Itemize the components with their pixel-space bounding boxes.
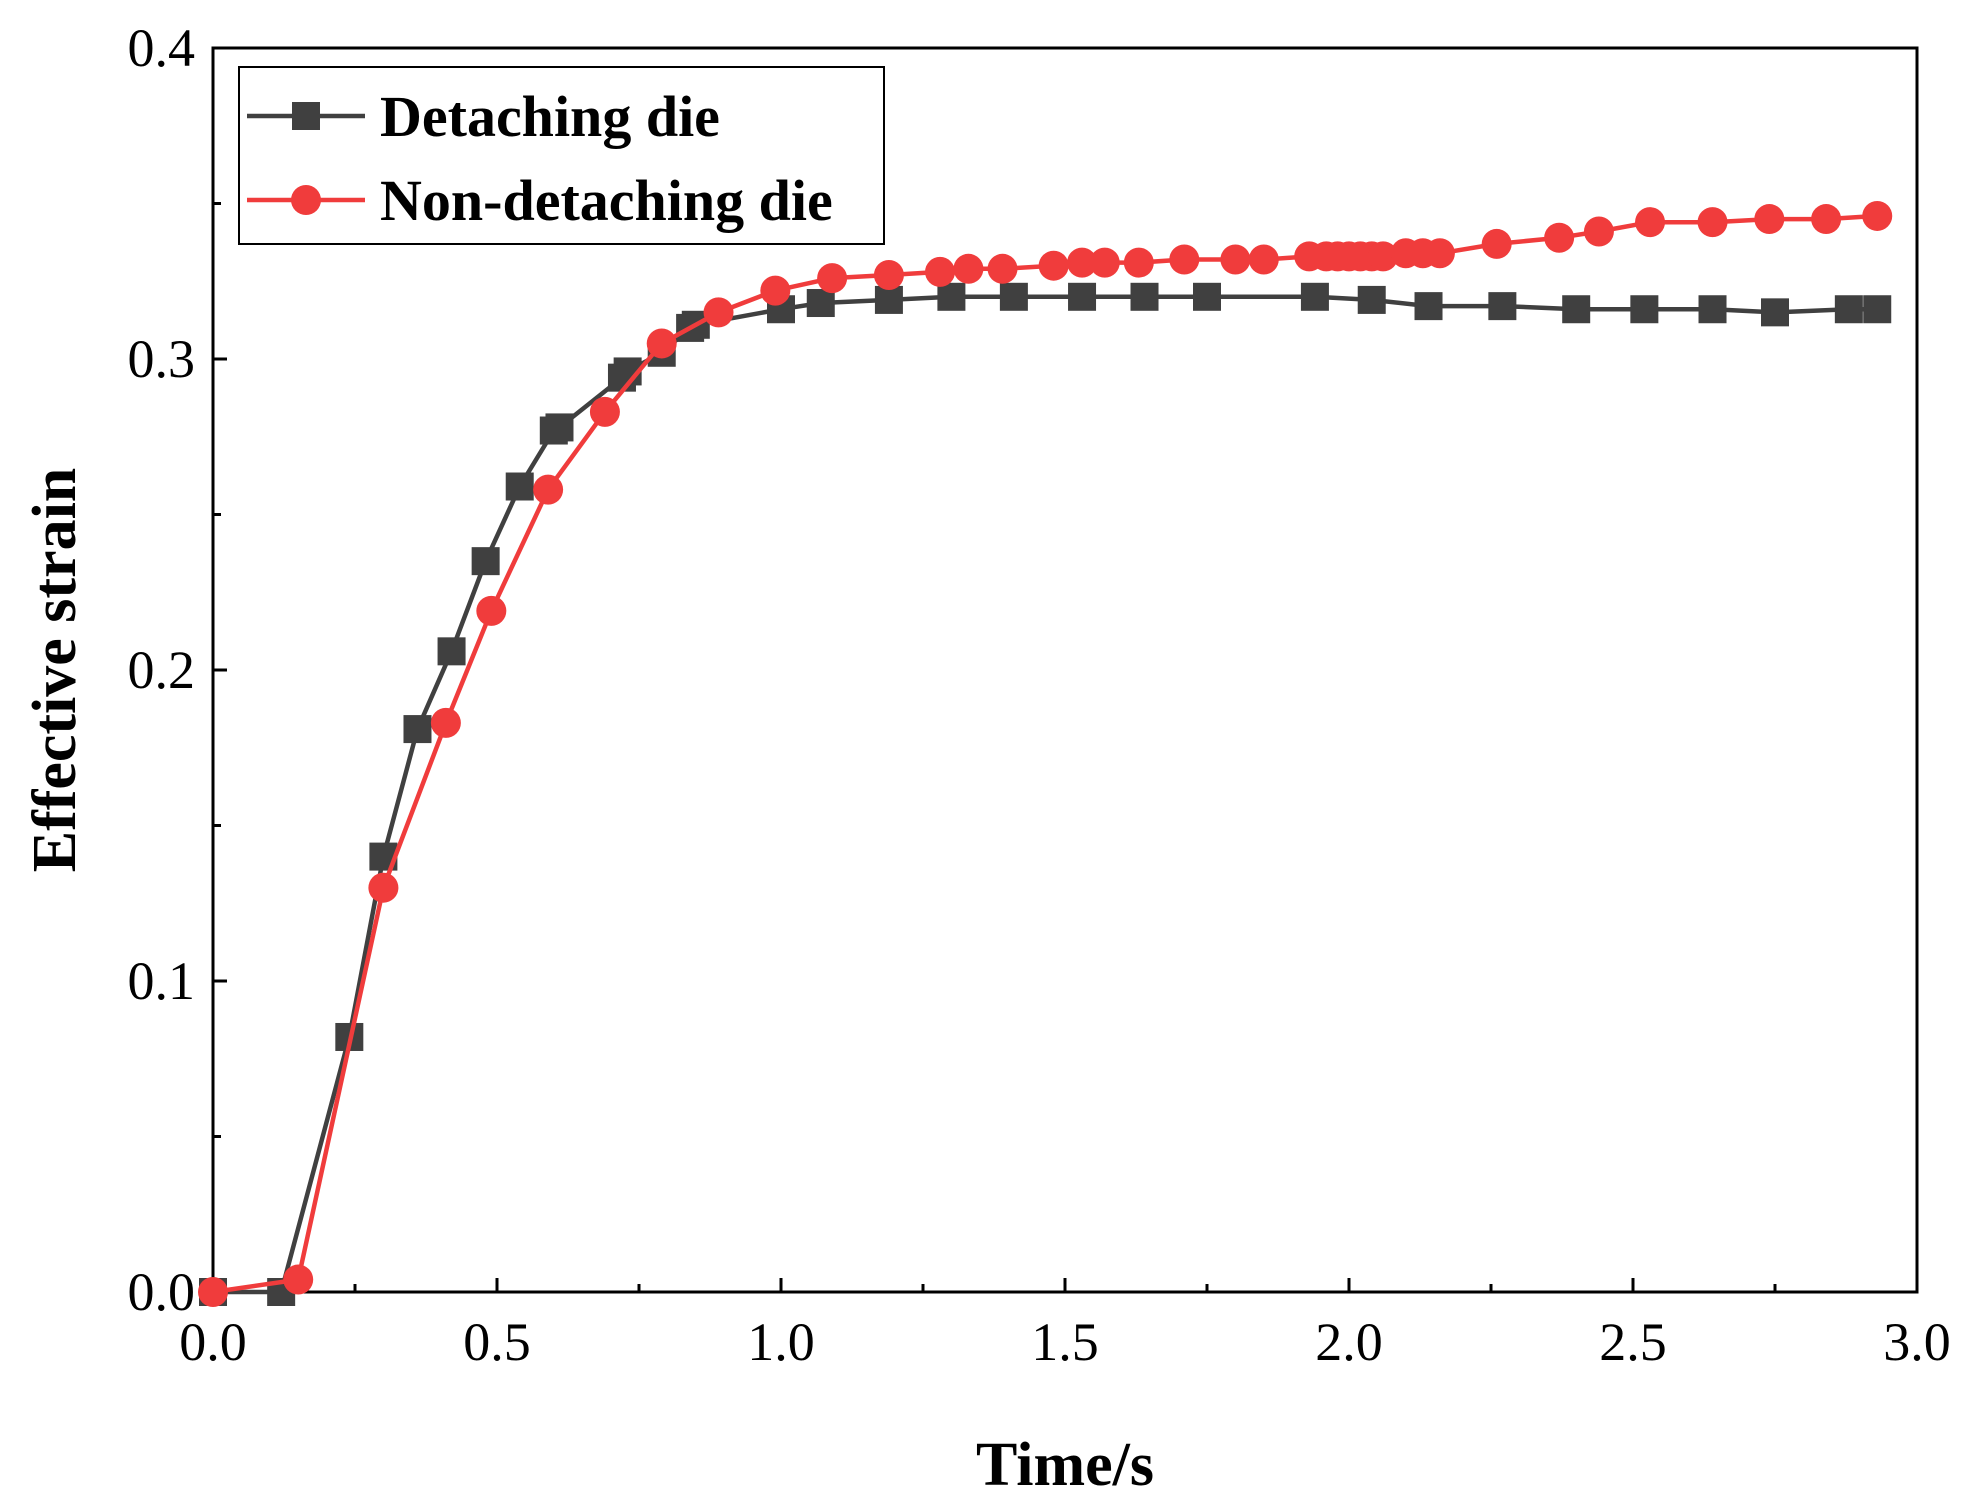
data-point <box>1862 200 1893 231</box>
data-point <box>703 297 734 328</box>
data-point <box>1834 295 1863 324</box>
data-point <box>1544 222 1575 253</box>
data-point <box>471 547 500 576</box>
legend-item: Non-detaching die <box>247 168 833 233</box>
data-point <box>1635 207 1666 238</box>
x-tick-label: 1.5 <box>1031 1312 1099 1372</box>
data-point <box>1863 295 1892 324</box>
y-tick-label: 0.1 <box>128 951 196 1011</box>
data-point <box>1424 238 1455 269</box>
data-point <box>1300 282 1329 311</box>
data-point <box>1761 298 1789 327</box>
data-point <box>760 275 791 306</box>
x-tick-label: 3.0 <box>1883 1312 1951 1372</box>
data-point <box>1754 204 1785 235</box>
data-point <box>533 474 564 505</box>
x-tick-label: 2.0 <box>1315 1312 1383 1372</box>
series-line <box>213 294 1878 1295</box>
data-point <box>1488 292 1517 321</box>
data-point <box>1220 244 1251 275</box>
legend-marker <box>291 185 321 215</box>
y-tick-label: 0.4 <box>128 18 196 78</box>
data-point <box>806 289 835 318</box>
data-point <box>1123 247 1154 278</box>
data-point <box>999 282 1028 311</box>
data-point <box>1368 241 1399 272</box>
data-point <box>1698 295 1727 324</box>
legend-marker <box>292 102 320 130</box>
legend-box <box>238 66 885 245</box>
data-point <box>1481 228 1512 259</box>
x-tick-label: 1.0 <box>747 1312 815 1372</box>
legend: Detaching die Non-detaching die <box>238 66 885 245</box>
data-point <box>1630 295 1659 324</box>
plot-series <box>198 200 1893 1307</box>
series-line <box>212 213 1878 1295</box>
data-point <box>545 413 574 442</box>
legend-label: Non-detaching die <box>380 168 833 233</box>
data-point <box>1038 250 1069 281</box>
data-point <box>1357 285 1386 314</box>
data-point <box>1068 282 1097 311</box>
data-point <box>1248 244 1279 275</box>
series-detaching-die <box>199 282 1892 1306</box>
x-axis-title: Time/s <box>976 1431 1154 1499</box>
data-point <box>1067 247 1098 278</box>
legend-label: Detaching die <box>380 84 720 149</box>
legend-item: Detaching die <box>247 84 720 149</box>
data-point <box>817 263 848 294</box>
data-point <box>476 595 507 626</box>
data-point <box>1130 282 1159 311</box>
series-non-detaching-die <box>198 200 1893 1307</box>
x-tick-label: 0.0 <box>179 1312 247 1372</box>
data-point <box>198 1277 228 1307</box>
x-tick-label: 0.5 <box>463 1312 531 1372</box>
data-point <box>1562 295 1591 324</box>
data-point <box>1697 207 1728 238</box>
data-point <box>437 637 466 666</box>
y-tick-label: 0.3 <box>128 329 196 389</box>
axes: 0.0 0.5 1.0 1.5 2.0 2.5 3.0 0.0 0.1 0.2 0.3 0.4 <box>128 18 1951 1372</box>
data-point <box>987 253 1018 284</box>
data-point <box>937 282 966 311</box>
y-tick-label: 0.2 <box>128 640 196 700</box>
data-point <box>283 1264 314 1295</box>
data-point <box>873 260 904 291</box>
data-point <box>1193 282 1221 311</box>
y-tick-label: 0.0 <box>128 1262 196 1322</box>
data-point <box>403 715 432 744</box>
data-point <box>430 707 461 738</box>
data-point <box>925 256 956 287</box>
x-tick-label: 2.5 <box>1599 1312 1667 1372</box>
data-point <box>953 253 984 284</box>
data-point <box>505 472 534 501</box>
data-point <box>1089 247 1120 278</box>
data-point <box>874 285 903 314</box>
data-point <box>368 872 399 903</box>
data-point <box>1169 244 1200 275</box>
data-point <box>1583 216 1614 247</box>
data-point <box>646 328 677 359</box>
data-point <box>1811 204 1842 235</box>
y-axis-title: Effective strain <box>21 468 89 873</box>
data-point <box>1414 292 1443 321</box>
data-point <box>589 396 620 427</box>
